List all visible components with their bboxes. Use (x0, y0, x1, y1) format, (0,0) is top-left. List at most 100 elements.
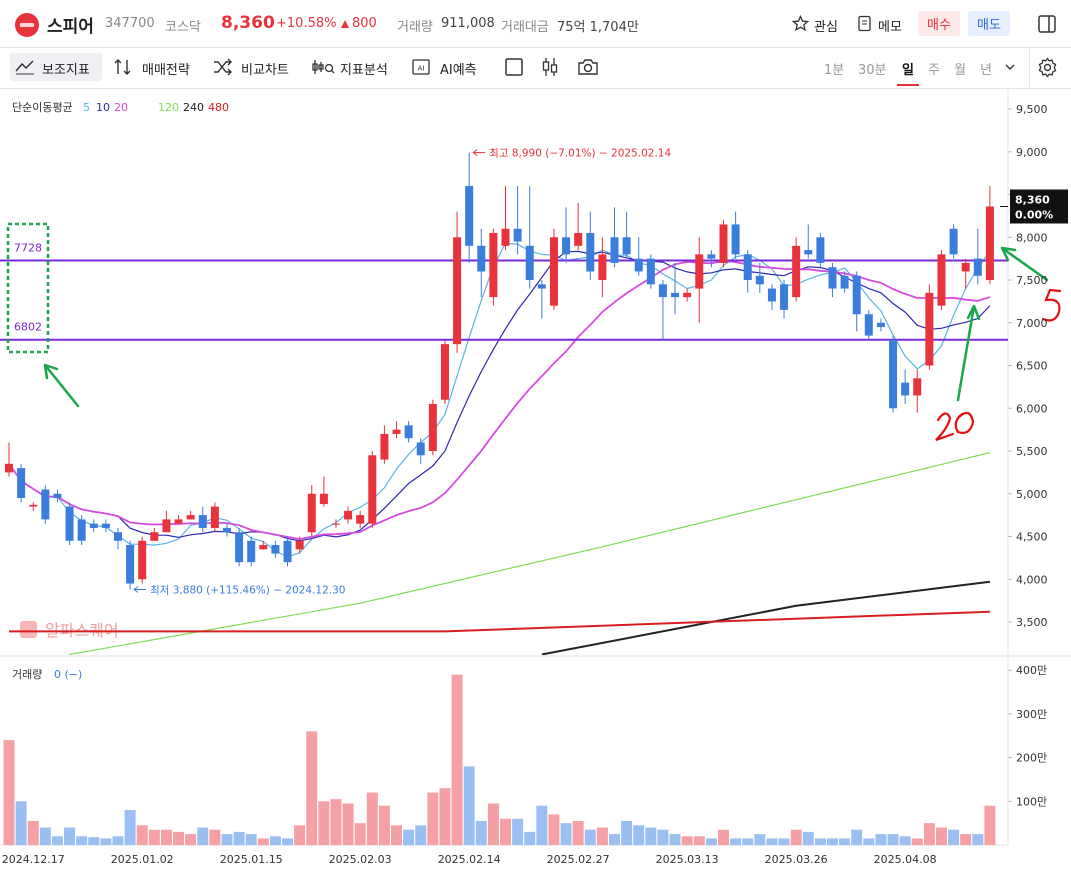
candle-body (913, 378, 922, 396)
volume-bar (657, 829, 669, 845)
volume-bar (439, 788, 451, 845)
volume-bar (378, 805, 390, 845)
candle-body (101, 523, 110, 528)
volume-bar (136, 825, 148, 845)
candle-icon[interactable] (540, 56, 560, 78)
scribble-20 (935, 411, 975, 442)
candle-body (634, 258, 643, 272)
buy-button[interactable]: 매수 (918, 11, 960, 36)
indicator-icon[interactable] (15, 59, 35, 75)
camera-icon[interactable] (577, 57, 599, 77)
candle-body (222, 527, 231, 533)
memo-button[interactable]: 메모 (878, 20, 902, 35)
legend-title: 단순이동평균 (12, 101, 73, 114)
legend-entry: 120 (158, 101, 179, 114)
strategy-icon[interactable] (113, 58, 135, 76)
volume-bar (88, 837, 100, 845)
volume-bar (572, 820, 584, 845)
candle-body (307, 493, 316, 533)
tool-compare[interactable]: 비교차트 (241, 63, 289, 78)
chevron[interactable] (1004, 62, 1016, 72)
compare-icon[interactable] (212, 58, 234, 76)
candle-body (29, 504, 38, 507)
candle-body (126, 545, 135, 584)
x-tick-label: 2025.04.08 (874, 853, 937, 866)
amount-label: 거래대금 (501, 20, 549, 35)
candle-body (961, 262, 970, 272)
period-week[interactable]: 주 (928, 63, 940, 78)
candle-body (513, 228, 522, 242)
candle-body (392, 429, 401, 434)
volume-bar (899, 836, 911, 845)
square-icon[interactable] (504, 57, 524, 77)
volume-bar (173, 831, 185, 845)
gear-icon[interactable] (1037, 57, 1058, 78)
candle-body (17, 468, 26, 499)
volume-bar (245, 834, 257, 845)
x-tick-label: 2025.02.27 (547, 853, 610, 866)
sell-button[interactable]: 매도 (968, 11, 1010, 36)
star-icon[interactable] (792, 15, 809, 32)
memo-icon[interactable] (857, 15, 872, 32)
annotation-text: 최고 8,990 (−7.01%) − 2025.02.14 (489, 148, 671, 160)
volume-title: 거래량 (12, 668, 42, 681)
volume-bar (15, 801, 27, 845)
volume-bar (51, 836, 63, 845)
x-tick-label: 2025.03.26 (765, 853, 828, 866)
candle-body (985, 206, 994, 281)
volume-bar (645, 827, 657, 845)
analysis-icon[interactable] (311, 58, 335, 76)
y-tick-label: 7,500 (1016, 274, 1048, 287)
volume-bar (475, 820, 487, 845)
tool-indicator[interactable]: 보조지표 (42, 63, 90, 78)
moving-average-line (541, 580, 991, 655)
change-pct: +10.58% (276, 16, 337, 31)
candle-body (465, 185, 474, 246)
ai-icon[interactable]: AI (410, 57, 432, 77)
volume-bar (257, 838, 269, 845)
y-tick-label: 9,000 (1016, 146, 1048, 159)
volume-bar (948, 829, 960, 845)
period-year[interactable]: 년 (980, 63, 992, 78)
candle-body (138, 540, 147, 580)
tool-ai[interactable]: AI예측 (440, 63, 477, 78)
panel-icon[interactable] (1037, 14, 1057, 34)
volume-bar (64, 827, 76, 845)
candle-body (852, 275, 861, 315)
volume-bar (500, 818, 512, 845)
hand-arrows (43, 246, 1049, 408)
candle-body (792, 245, 801, 298)
candle-body (743, 254, 752, 281)
x-tick-label: 2025.03.13 (656, 853, 719, 866)
candle-body (235, 532, 244, 563)
y-tick-label: 3,500 (1016, 616, 1048, 629)
toolbar-divider (1029, 47, 1030, 88)
candle-body (586, 232, 595, 272)
volume-bar (742, 838, 754, 845)
volume-bar (487, 803, 499, 845)
volume-bar (221, 834, 233, 845)
volume-bar (669, 834, 681, 845)
legend-entry: 10 (96, 101, 110, 114)
x-tick-label: 2025.01.15 (220, 853, 283, 866)
watch-button[interactable]: 관심 (814, 20, 838, 35)
candle-body (707, 254, 716, 259)
period-month[interactable]: 월 (954, 63, 966, 78)
period-30m[interactable]: 30분 (858, 63, 887, 78)
tool-analysis[interactable]: 지표분석 (340, 63, 388, 78)
up-triangle (341, 20, 349, 28)
tool-strategy[interactable]: 매매전략 (142, 63, 190, 78)
volume-bar (633, 825, 645, 845)
period-1m[interactable]: 1분 (824, 63, 845, 78)
x-tick-label: 2025.02.03 (329, 853, 392, 866)
candle-body (804, 250, 813, 255)
candle-body (477, 245, 486, 272)
volume-bar (802, 831, 814, 845)
candle-body (574, 232, 583, 246)
candle-body (949, 228, 958, 255)
volume-bar (112, 836, 124, 845)
period-day[interactable]: 일 (902, 63, 914, 78)
candle-body (537, 284, 546, 289)
volume-bar (609, 834, 620, 845)
candle-body (828, 267, 837, 289)
